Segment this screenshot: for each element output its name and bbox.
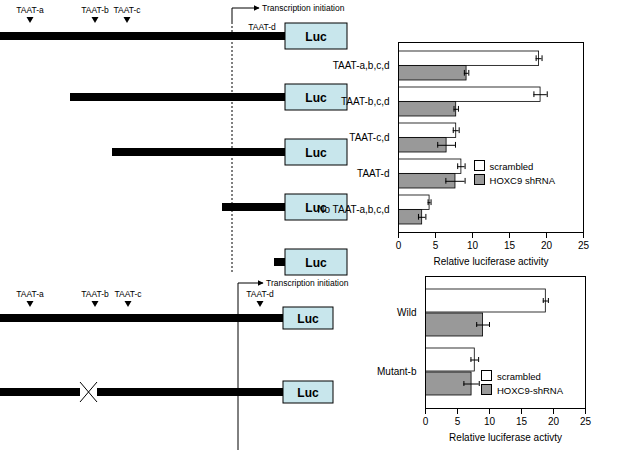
svg-text:25: 25 [578, 240, 590, 251]
svg-text:Luc: Luc [305, 256, 327, 270]
svg-text:25: 25 [580, 416, 592, 427]
svg-text:TAAT-a,b,c,d: TAAT-a,b,c,d [333, 60, 390, 71]
svg-text:5: 5 [433, 240, 439, 251]
svg-text:Relative luciferase activity: Relative luciferase activity [433, 256, 548, 267]
svg-text:Wild: Wild [397, 307, 416, 318]
svg-text:Luc: Luc [305, 200, 327, 215]
svg-text:TAAT-c: TAAT-c [113, 5, 141, 15]
svg-text:15: 15 [516, 416, 528, 427]
svg-text:TAAT-a: TAAT-a [16, 5, 44, 15]
svg-text:20: 20 [541, 240, 553, 251]
svg-text:No TAAT-a,b,c,d: No TAAT-a,b,c,d [318, 204, 390, 215]
svg-text:TAAT-d: TAAT-d [246, 289, 274, 299]
html-text:HOXC9-shRNA: HOXC9-shRNA [497, 385, 563, 396]
svg-text:15: 15 [504, 240, 516, 251]
svg-text:Mutant-b: Mutant-b [377, 366, 417, 377]
svg-text:Luc: Luc [297, 312, 319, 326]
svg-text:TAAT-b: TAAT-b [81, 5, 109, 15]
svg-text:TAAT-b,c,d: TAAT-b,c,d [341, 96, 390, 107]
svg-text:0: 0 [423, 416, 429, 427]
svg-text:TAAT-c,d: TAAT-c,d [349, 132, 389, 143]
html-text:HOXC9 shRNA: HOXC9 shRNA [489, 175, 555, 186]
svg-text:TAAT-d: TAAT-d [357, 168, 389, 179]
svg-text:20: 20 [548, 416, 560, 427]
svg-text:TAAT-b: TAAT-b [81, 289, 109, 299]
svg-text:Transcription initiation: Transcription initiation [262, 3, 345, 13]
svg-text:5: 5 [455, 416, 461, 427]
svg-text:TAAT-a: TAAT-a [16, 289, 44, 299]
svg-text:0: 0 [396, 240, 402, 251]
svg-text:10: 10 [484, 416, 496, 427]
html-text:scrambled: scrambled [497, 371, 541, 382]
svg-text:TAAT-c: TAAT-c [114, 289, 142, 299]
svg-text:Relative luciferase activty: Relative luciferase activty [449, 432, 562, 443]
svg-text:Luc: Luc [305, 146, 327, 160]
svg-text:Luc: Luc [305, 30, 327, 44]
html-text:scrambled: scrambled [489, 161, 534, 172]
svg-text:Transcription initiation: Transcription initiation [266, 278, 349, 288]
svg-text:Luc: Luc [305, 91, 327, 105]
svg-text:10: 10 [467, 240, 479, 251]
svg-text:TAAT-d: TAAT-d [248, 22, 276, 32]
svg-text:Luc: Luc [297, 386, 319, 400]
